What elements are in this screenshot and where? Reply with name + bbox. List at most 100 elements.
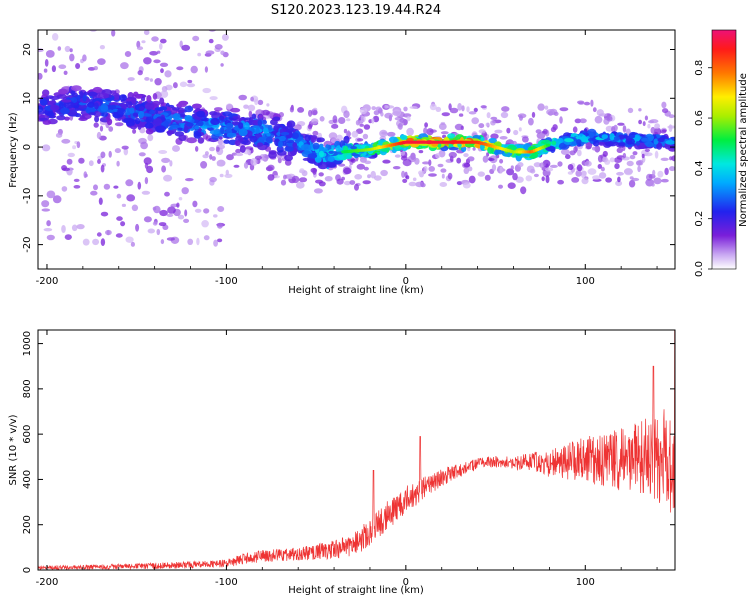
heatmap-cell	[510, 165, 514, 170]
heatmap-cell	[62, 17, 67, 24]
heatmap-cell	[482, 155, 489, 163]
heatmap-cell	[185, 178, 194, 182]
heatmap-cell	[110, 19, 117, 26]
heatmap-cell	[135, 30, 140, 31]
heatmap-cell	[171, 107, 180, 111]
heatmap-cell	[312, 130, 319, 136]
heatmap-cell	[294, 124, 302, 131]
heatmap-cell	[108, 126, 114, 132]
heatmap-cell	[94, 115, 100, 123]
heatmap-cell	[52, 195, 62, 204]
heatmap-cell	[163, 174, 173, 182]
heatmap-cell	[284, 154, 293, 162]
heatmap-cell	[577, 100, 585, 105]
heatmap-cell	[310, 118, 319, 125]
heatmap-cell	[143, 157, 152, 165]
heatmap-cell	[466, 106, 470, 113]
heatmap-cell	[609, 157, 615, 163]
heatmap-cell	[184, 209, 188, 217]
heatmap-cell	[499, 136, 508, 140]
x-tick-label: -200	[36, 577, 59, 588]
heatmap-cell	[239, 145, 246, 153]
heatmap-cell	[186, 83, 196, 88]
heatmap-cell	[594, 145, 601, 153]
heatmap-cell	[545, 145, 556, 152]
heatmap-cell	[468, 175, 476, 184]
heatmap-cell	[144, 102, 155, 110]
heatmap-cell	[627, 107, 634, 114]
heatmap-cell	[533, 162, 542, 168]
heatmap-cell	[216, 161, 221, 167]
heatmap-cell	[412, 177, 417, 182]
heatmap-cell	[94, 102, 99, 110]
heatmap-cell	[592, 107, 597, 113]
heatmap-cell	[448, 103, 452, 111]
heatmap-cell	[61, 186, 68, 192]
heatmap-cell	[289, 106, 294, 113]
heatmap-cell	[512, 172, 518, 181]
heatmap-cell	[177, 214, 185, 220]
heatmap-cell	[560, 148, 570, 155]
heatmap-cell	[197, 120, 204, 127]
heatmap-cell	[642, 121, 646, 127]
heatmap-cell	[131, 204, 139, 212]
heatmap-cell	[160, 38, 167, 44]
heatmap-cell	[248, 110, 253, 118]
heatmap-cell	[401, 170, 406, 178]
heatmap-cell	[135, 94, 143, 99]
heatmap-cell	[405, 175, 410, 180]
heatmap-cell	[151, 36, 159, 42]
heatmap-cell	[220, 127, 225, 135]
heatmap-cell	[657, 170, 664, 178]
heatmap-cell	[213, 214, 218, 218]
heatmap-cell	[210, 117, 221, 126]
heatmap-cell	[477, 171, 485, 177]
heatmap-cell	[205, 50, 215, 55]
heatmap-cell	[153, 118, 163, 126]
heatmap-cell	[507, 182, 516, 189]
heatmap-cell	[559, 107, 569, 112]
heatmap-cell	[143, 30, 150, 36]
heatmap-cell	[259, 114, 263, 119]
heatmap-cell	[46, 95, 54, 99]
heatmap-cell	[164, 70, 172, 78]
heatmap-cell	[116, 216, 123, 221]
colorbar-tick-label: 0.0	[694, 261, 705, 277]
heatmap-cell	[429, 103, 437, 111]
heatmap-cell	[41, 144, 51, 152]
heatmap-cell	[197, 137, 205, 144]
heatmap-cell	[371, 117, 375, 124]
heatmap-cell	[392, 166, 401, 170]
heatmap-cell	[518, 127, 522, 132]
heatmap-cell	[631, 177, 640, 182]
heatmap-cell	[495, 149, 505, 155]
heatmap-cell	[70, 90, 76, 96]
heatmap-cell	[250, 96, 255, 102]
heatmap-cell	[209, 176, 217, 183]
heatmap-cell	[579, 118, 587, 124]
heatmap-cell	[63, 101, 75, 109]
heatmap-cell	[132, 112, 139, 117]
heatmap-cell	[463, 153, 469, 158]
heatmap-cell	[304, 134, 311, 142]
heatmap-cell	[654, 150, 659, 159]
heatmap-cell	[653, 177, 662, 185]
x-tick-label: 0	[403, 276, 409, 287]
heatmap-cell	[571, 177, 580, 183]
heatmap-cell	[82, 238, 90, 246]
heatmap-cell	[98, 92, 109, 99]
heatmap-cell	[284, 139, 295, 144]
heatmap-cell	[312, 142, 320, 150]
heatmap-cell	[613, 136, 620, 141]
heatmap-cell	[115, 233, 123, 238]
heatmap-cell	[388, 136, 398, 143]
heatmap-cell	[536, 132, 546, 140]
heatmap-cell	[423, 166, 428, 172]
heatmap-cell	[371, 106, 377, 111]
spectrogram-x-axis-label: Height of straight line (km)	[288, 285, 424, 296]
heatmap-cell	[149, 109, 156, 115]
heatmap-cell	[187, 79, 193, 84]
heatmap-cell	[344, 180, 351, 186]
x-tick-label: -100	[215, 276, 238, 287]
